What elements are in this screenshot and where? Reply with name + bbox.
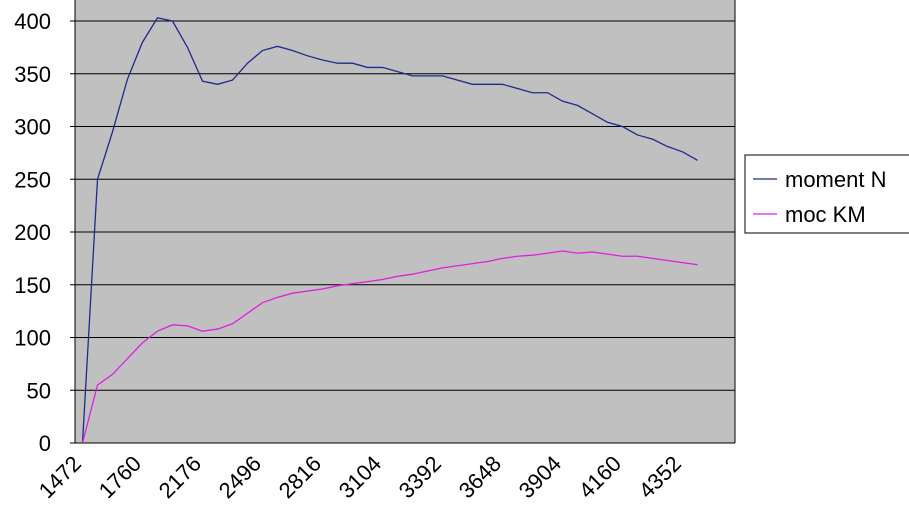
y-tick-label: 300: [14, 115, 51, 140]
x-tick-label: 3104: [334, 451, 386, 503]
y-tick-label: 0: [39, 431, 51, 456]
x-tick-label: 2496: [214, 451, 266, 503]
x-tick-label: 2816: [274, 451, 326, 503]
x-tick-label: 4352: [634, 451, 686, 503]
x-tick-label: 1472: [34, 451, 86, 503]
y-tick-label: 200: [14, 220, 51, 245]
x-tick-label: 3904: [514, 451, 566, 503]
y-tick-label: 50: [27, 378, 51, 403]
x-tick-label: 3648: [454, 451, 506, 503]
y-tick-label: 150: [14, 273, 51, 298]
x-tick-label: 3392: [394, 451, 446, 503]
x-tick-label: 4160: [574, 451, 626, 503]
y-tick-label: 350: [14, 62, 51, 87]
x-tick-label: 2176: [154, 451, 206, 503]
y-tick-label: 400: [14, 9, 51, 34]
legend-label: moc KM: [785, 202, 866, 227]
plot-area: [75, 0, 735, 443]
x-tick-label: 1760: [94, 451, 146, 503]
y-tick-label: 250: [14, 167, 51, 192]
legend-label: moment N: [785, 167, 886, 192]
y-tick-label: 100: [14, 326, 51, 351]
series-line: [81, 250, 698, 444]
series-line: [81, 17, 698, 444]
legend: [744, 154, 909, 234]
